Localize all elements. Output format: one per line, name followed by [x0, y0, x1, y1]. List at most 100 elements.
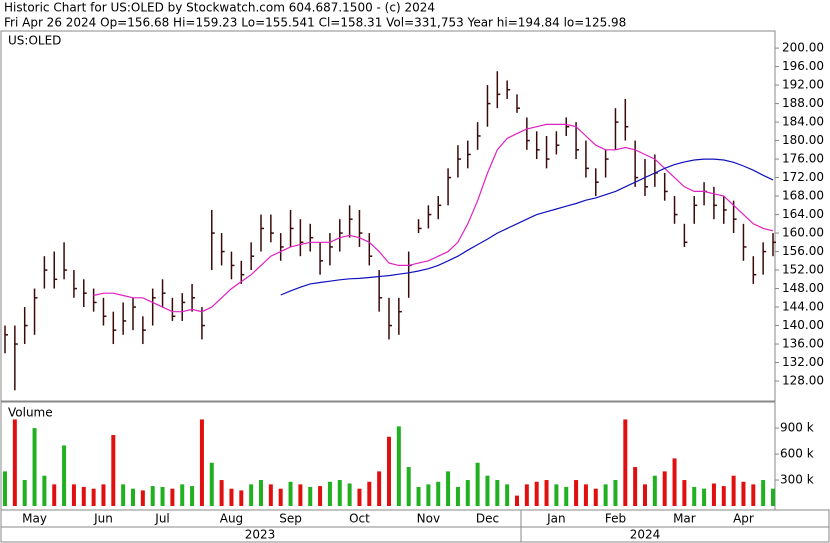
x-tick-label: Apr — [733, 512, 754, 526]
y-tick-label: 160.00 — [782, 226, 824, 240]
volume-bar — [692, 486, 697, 506]
volume-bar — [416, 486, 421, 506]
volume-bar — [91, 488, 96, 506]
volume-bar — [455, 486, 460, 506]
volume-bar — [554, 484, 559, 506]
x-tick-label: Feb — [605, 512, 626, 526]
volume-bar — [357, 488, 362, 506]
x-tick-label: Dec — [476, 512, 499, 526]
volume-bar — [131, 488, 135, 506]
y-tick-label: 188.00 — [782, 96, 824, 110]
volume-bar — [180, 484, 185, 506]
moving-average — [280, 158, 774, 296]
volume-bar — [446, 471, 451, 506]
x-tick-label: Sep — [279, 512, 302, 526]
volume-bar — [288, 481, 293, 506]
y-tick-label: 300 k — [780, 473, 814, 487]
volume-bar — [583, 484, 588, 506]
y-tick-label: 152.00 — [782, 263, 824, 277]
volume-bar — [121, 484, 126, 506]
volume-bar — [702, 488, 707, 506]
y-tick-label: 172.00 — [782, 170, 824, 184]
volume-bar — [652, 475, 657, 506]
volume-bar — [199, 419, 204, 506]
y-tick-label: 900 k — [780, 421, 814, 435]
volume-label: Volume — [8, 406, 53, 420]
volume-bar — [42, 475, 47, 506]
volume-bar — [101, 484, 106, 506]
volume-bar — [209, 462, 214, 506]
volume-bar — [52, 484, 57, 506]
volume-bar — [12, 419, 17, 506]
volume-bar — [475, 462, 480, 506]
volume-bar — [219, 480, 224, 506]
volume-bar — [268, 484, 273, 506]
volume-bar — [347, 483, 352, 506]
volume-bar — [544, 480, 549, 506]
volume-bar — [32, 428, 37, 506]
volume-bar — [387, 436, 391, 506]
year-label: 2023 — [245, 528, 276, 542]
volume-bar — [643, 484, 647, 506]
volume-bar — [662, 471, 667, 506]
volume-bar — [367, 481, 372, 506]
volume-bar — [249, 484, 254, 506]
y-tick-label: 176.00 — [782, 152, 824, 166]
volume-bar — [278, 488, 283, 506]
y-tick-label: 148.00 — [782, 281, 824, 295]
header-line2: Fri Apr 26 2024 Op=156.68 Hi=159.23 Lo=1… — [4, 16, 626, 30]
volume-bar — [485, 475, 490, 506]
volume-bar — [761, 480, 766, 506]
y-tick-label: 192.00 — [782, 78, 824, 92]
volume-bar — [160, 486, 165, 506]
volume-bar — [327, 481, 332, 506]
volume-bar — [150, 486, 155, 506]
volume-bar — [524, 484, 529, 506]
date-axis — [0, 509, 830, 543]
volume-bar — [396, 426, 401, 506]
volume-bar — [259, 480, 263, 506]
volume-bar — [771, 488, 775, 506]
x-tick-label: Nov — [417, 512, 440, 526]
y-tick-label: 600 k — [780, 447, 814, 461]
y-tick-label: 184.00 — [782, 115, 824, 129]
price-panel — [0, 30, 776, 402]
volume-bar — [603, 484, 608, 506]
year-label: 2024 — [630, 528, 661, 542]
volume-bar — [229, 488, 234, 506]
y-tick-label: 136.00 — [782, 337, 824, 351]
volume-bar — [170, 488, 175, 506]
volume-bar — [564, 486, 569, 506]
volume-bar — [406, 467, 411, 506]
volume-bar — [731, 475, 736, 506]
volume-bar — [111, 435, 116, 506]
volume-bar — [711, 483, 716, 506]
volume-bar — [534, 481, 539, 506]
volume-bar — [495, 480, 500, 506]
x-tick-label: Jan — [546, 512, 566, 526]
volume-bar — [593, 488, 598, 506]
volume-bar — [633, 467, 638, 506]
x-tick-label: Jul — [154, 512, 169, 526]
y-tick-label: 128.00 — [782, 374, 824, 388]
volume-bar — [426, 484, 431, 506]
moving-average — [93, 123, 774, 313]
x-tick-label: May — [22, 512, 47, 526]
y-tick-label: 196.00 — [782, 59, 824, 73]
x-tick-label: Oct — [349, 512, 370, 526]
y-tick-label: 156.00 — [782, 244, 824, 258]
volume-bar — [81, 486, 86, 506]
symbol-label: US:OLED — [8, 34, 61, 48]
volume-bar — [308, 486, 313, 506]
volume-bar — [190, 486, 195, 506]
x-tick-label: Aug — [220, 512, 243, 526]
volume-bar — [515, 495, 519, 506]
y-tick-label: 132.00 — [782, 355, 824, 369]
volume-bar — [22, 480, 27, 506]
volume-bar — [623, 419, 628, 506]
x-tick-label: Mar — [673, 512, 696, 526]
volume-bar — [751, 484, 756, 506]
volume-bar — [721, 486, 726, 506]
y-tick-label: 164.00 — [782, 207, 824, 221]
